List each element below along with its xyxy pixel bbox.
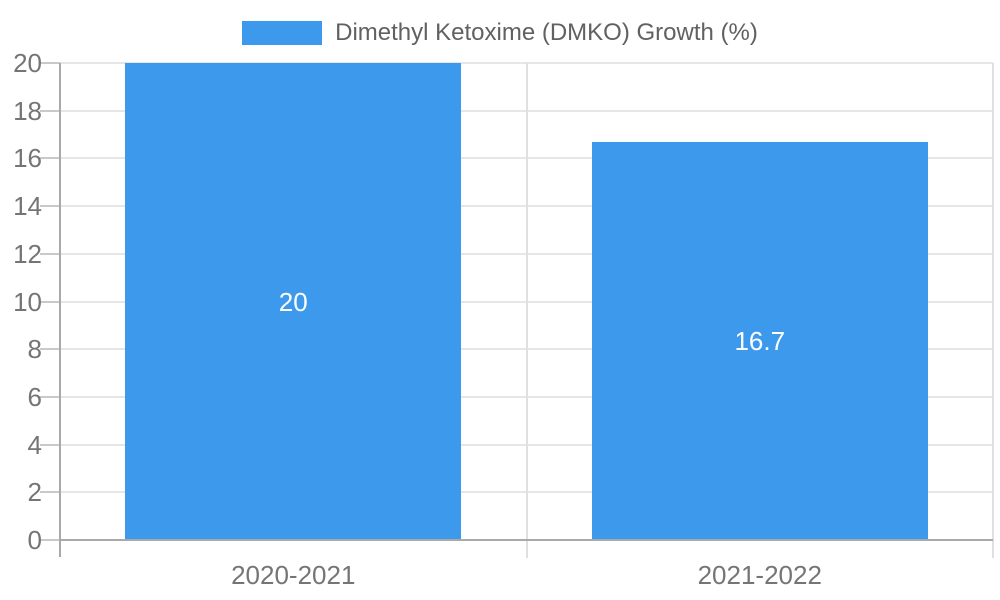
legend-swatch [242,21,323,45]
y-tick-label: 16 [13,143,42,174]
y-tick-label: 8 [27,334,42,365]
x-tick-label: 2021-2022 [697,560,822,590]
v-gridline [525,63,528,558]
y-tick-label: 4 [27,429,42,460]
y-axis-tick [40,300,60,303]
y-axis-line [59,63,61,557]
y-tick-label: 6 [27,381,42,412]
y-tick-label: 18 [13,95,42,126]
y-tick-label: 20 [13,48,42,78]
y-axis-tick [40,348,60,351]
v-gridline [992,63,994,558]
x-axis-line [60,539,993,541]
y-tick-label: 0 [27,525,42,555]
bar-2020-2021[interactable] [125,63,462,540]
y-axis-tick [40,62,60,64]
bar-value-label: 16.7 [734,325,786,356]
y-axis-tick [40,539,60,541]
y-axis-tick [40,109,60,112]
legend-label: Dimethyl Ketoxime (DMKO) Growth (%) [335,19,758,46]
y-axis-tick [40,443,60,446]
y-tick-label: 12 [13,238,42,269]
y-axis-tick [40,491,60,494]
y-axis-tick [40,252,60,255]
y-tick-label: 14 [13,191,42,222]
y-tick-label: 2 [27,477,42,508]
x-tick-label: 2020-2021 [231,560,356,590]
y-axis-tick [40,395,60,398]
y-axis-tick [40,205,60,208]
y-axis-tick [40,157,60,160]
bar-value-label: 20 [278,286,308,317]
legend-item[interactable]: Dimethyl Ketoxime (DMKO) Growth (%) [0,20,1000,46]
bar-2021-2022[interactable] [591,141,928,540]
y-tick-label: 10 [13,286,42,317]
